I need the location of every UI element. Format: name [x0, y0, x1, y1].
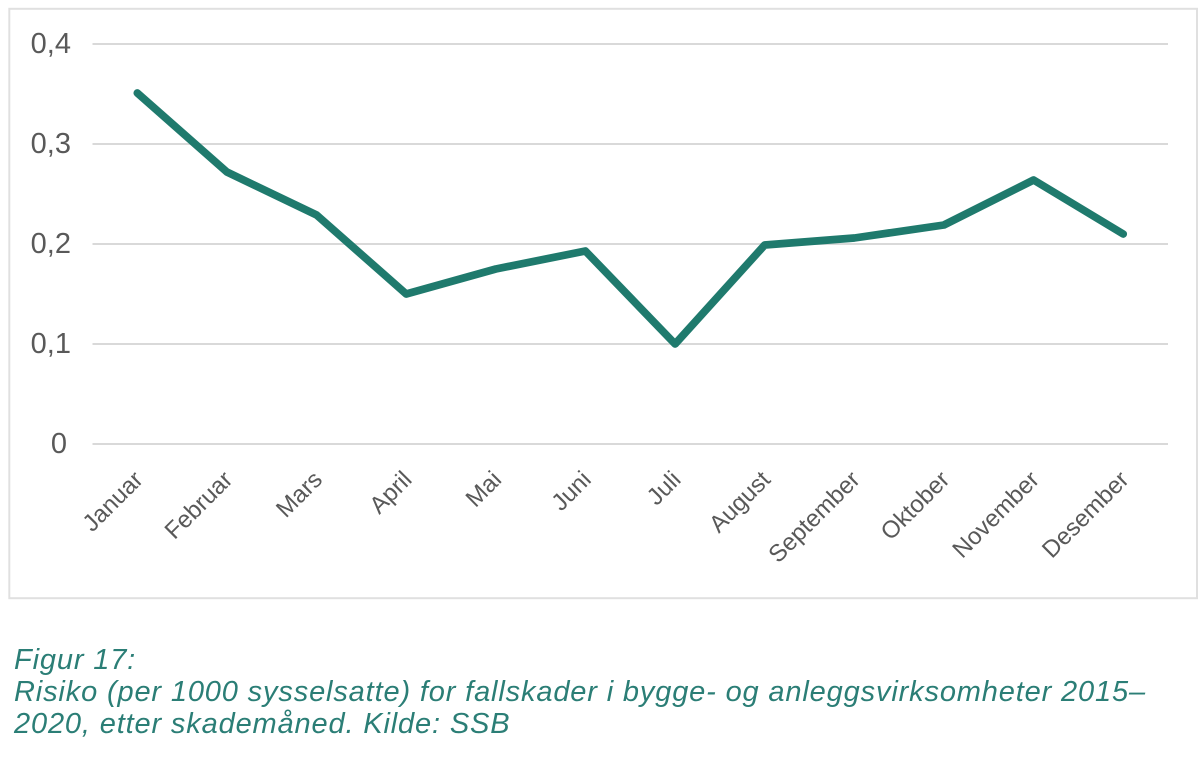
svg-text:0,2: 0,2: [31, 228, 71, 260]
svg-text:0: 0: [51, 428, 67, 460]
svg-text:Februar: Februar: [160, 466, 239, 545]
svg-text:Juli: Juli: [642, 466, 687, 511]
svg-text:April: April: [364, 466, 417, 519]
svg-text:0,3: 0,3: [31, 128, 71, 160]
svg-text:August: August: [704, 466, 776, 538]
svg-text:Desember: Desember: [1037, 466, 1134, 563]
svg-text:Mai: Mai: [461, 466, 507, 512]
svg-text:Mars: Mars: [271, 466, 328, 523]
svg-text:September: September: [763, 466, 865, 568]
svg-text:0,1: 0,1: [31, 328, 71, 360]
svg-text:Juni: Juni: [546, 466, 596, 516]
svg-text:Januar: Januar: [78, 466, 149, 537]
svg-text:0,4: 0,4: [31, 28, 71, 60]
svg-text:November: November: [947, 466, 1044, 563]
svg-text:Oktober: Oktober: [876, 466, 955, 545]
